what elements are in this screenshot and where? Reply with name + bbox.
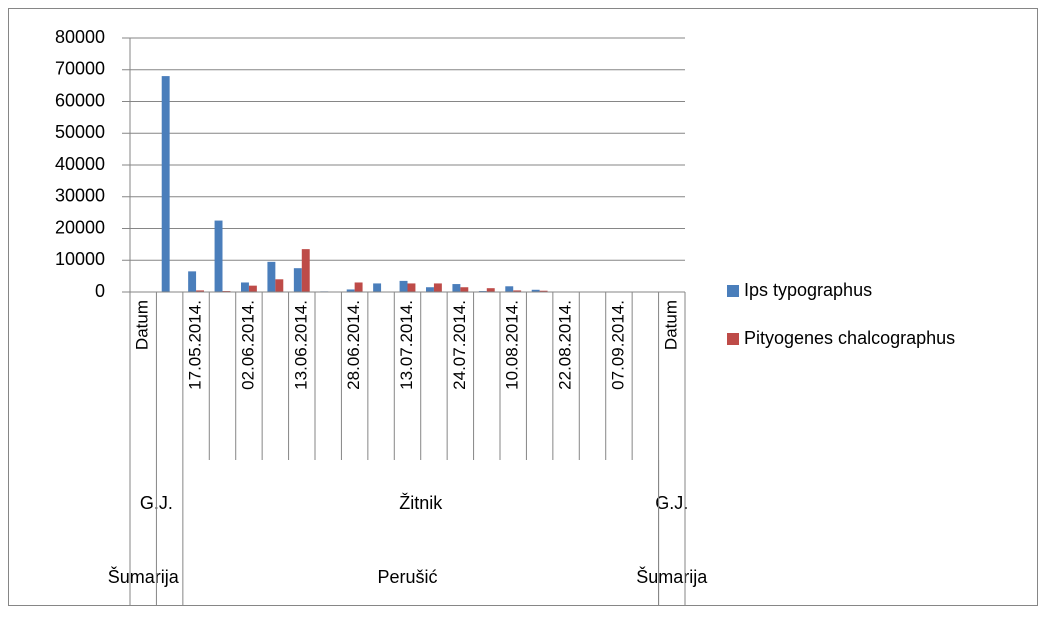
bar: [434, 283, 442, 292]
bar: [460, 287, 468, 292]
bar: [162, 76, 170, 292]
x-tick-label: 10.08.2014.: [503, 300, 522, 390]
group-label: Šumarija: [108, 566, 180, 587]
bar: [487, 288, 495, 292]
bar: [373, 283, 381, 292]
x-tick-label: 17.05.2014.: [186, 300, 205, 390]
group-label: Žitnik: [399, 493, 443, 513]
x-tick-label: 13.06.2014.: [291, 300, 310, 390]
bar: [355, 282, 363, 292]
x-tick-label: Datum: [661, 300, 680, 350]
bar: [275, 279, 283, 292]
bar: [294, 268, 302, 292]
x-tick-label: 22.08.2014.: [556, 300, 575, 390]
y-tick-label: 70000: [55, 59, 105, 79]
legend-swatch: [727, 285, 739, 297]
x-tick-label: 13.07.2014.: [397, 300, 416, 390]
y-tick-label: 50000: [55, 122, 105, 142]
legend-swatch: [727, 333, 739, 345]
bar: [215, 221, 223, 292]
legend-label: Ips typographus: [744, 280, 872, 300]
x-tick-label: Datum: [133, 300, 152, 350]
x-tick-label: 02.06.2014.: [238, 300, 257, 390]
x-tick-label: 07.09.2014.: [608, 300, 627, 390]
bar: [408, 283, 416, 292]
y-tick-label: 20000: [55, 217, 105, 237]
y-tick-label: 40000: [55, 154, 105, 174]
y-tick-label: 10000: [55, 249, 105, 269]
group-label: Perušić: [377, 567, 437, 587]
bar: [267, 262, 275, 292]
y-tick-label: 80000: [55, 27, 105, 47]
x-tick-label: 28.06.2014.: [344, 300, 363, 390]
legend-label: Pityogenes chalcographus: [744, 328, 955, 348]
x-tick-label: 24.07.2014.: [450, 300, 469, 390]
bar: [400, 281, 408, 292]
group-label: G.J.: [655, 493, 688, 513]
bar: [188, 271, 196, 292]
y-tick-label: 0: [95, 281, 105, 301]
bar: [241, 282, 249, 292]
bar: [249, 286, 257, 292]
bar: [505, 286, 513, 292]
y-tick-label: 60000: [55, 90, 105, 110]
bar: [302, 249, 310, 292]
y-tick-label: 30000: [55, 186, 105, 206]
group-label: Šumarija: [636, 566, 708, 587]
bar: [426, 287, 434, 292]
bar: [452, 284, 460, 292]
